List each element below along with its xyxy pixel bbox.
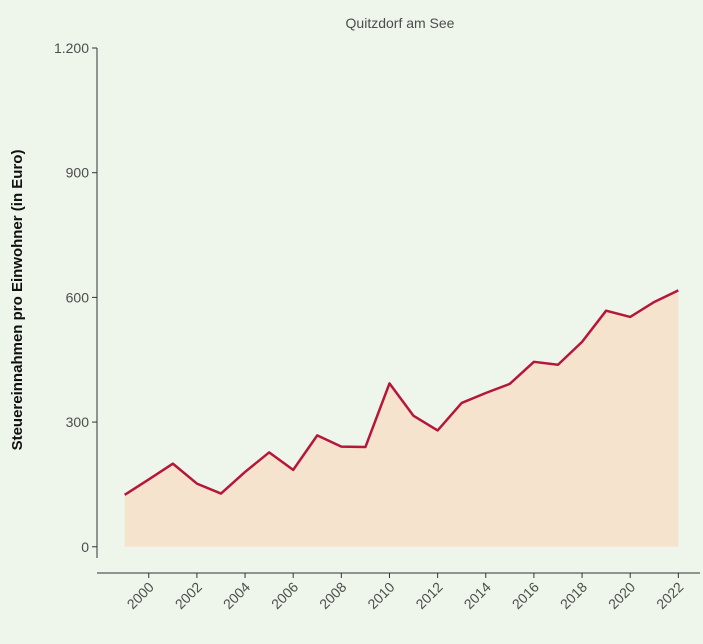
- x-tick-label: 2012: [412, 579, 445, 612]
- x-tick-label: 2014: [461, 579, 494, 612]
- y-tick-label: 0: [81, 539, 89, 555]
- x-tick-label: 2010: [364, 579, 397, 612]
- y-tick-label: 1.200: [54, 40, 89, 56]
- chart-title: Quitzdorf am See: [346, 15, 455, 31]
- x-tick-label: 2004: [220, 579, 253, 612]
- x-tick-label: 2022: [653, 579, 686, 612]
- y-tick-label: 600: [66, 289, 90, 305]
- y-tick-label: 300: [66, 414, 90, 430]
- x-tick-label: 2008: [316, 579, 349, 612]
- x-tick-label: 2000: [124, 579, 157, 612]
- area: [124, 290, 679, 547]
- x-tick-label: 2018: [557, 579, 590, 612]
- x-tick-label: 2002: [172, 579, 205, 612]
- x-tick-label: 2016: [509, 579, 542, 612]
- x-tick-label: 2006: [268, 579, 301, 612]
- y-axis-label: Steuereinnahmen pro Einwohner (in Euro): [9, 150, 26, 451]
- line: [124, 289, 679, 496]
- x-tick-label: 2020: [605, 579, 638, 612]
- y-tick-label: 900: [66, 165, 90, 181]
